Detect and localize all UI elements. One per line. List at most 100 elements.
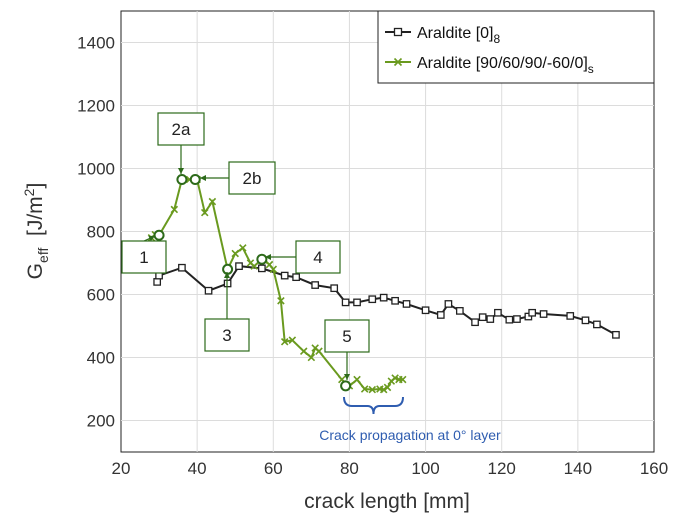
data-point [471, 318, 479, 327]
x-tick-label: 100 [411, 459, 439, 478]
highlight-point [189, 174, 201, 186]
y-tick-label: 1200 [77, 97, 115, 116]
tick-labels: 20 40 60 80 100 120 140 160 200 400 600 800 1000 1200… [77, 34, 668, 479]
label-text: 1 [139, 248, 148, 267]
label-text: 2b [243, 169, 262, 188]
annotations: 1 2a 2b 3 4 5 Crack propagation at 0° layer [121, 112, 501, 443]
y-axis-title-unit: [J/m [24, 196, 47, 236]
data-point [231, 249, 239, 258]
data-point [581, 316, 590, 325]
data-point [393, 57, 403, 67]
y-tick-label: 200 [87, 412, 115, 431]
data-point [505, 315, 514, 324]
x-tick-label: 20 [112, 459, 131, 478]
highlight-point [256, 253, 268, 265]
data-point [478, 313, 487, 322]
legend-label-subscript: 8 [493, 32, 500, 46]
data-point [299, 347, 308, 355]
data-point [170, 205, 179, 214]
highlight-point [222, 263, 234, 275]
data-point [379, 293, 388, 302]
data-point [528, 308, 537, 317]
label-arrowhead [178, 168, 184, 174]
legend-label-name: Araldite [0] [417, 25, 493, 42]
y-tick-label: 600 [87, 286, 115, 305]
data-point [444, 300, 453, 308]
y-axis-title-unit-sup: 2 [21, 188, 37, 196]
brace [343, 396, 404, 415]
label-text: 4 [313, 248, 322, 267]
data-point [421, 306, 430, 315]
legend-label: Araldite [0]8 [417, 25, 500, 46]
label-text: 3 [222, 326, 231, 345]
data-point [204, 286, 213, 295]
data-point [360, 385, 369, 393]
x-tick-label: 80 [340, 459, 359, 478]
data-point [280, 337, 289, 346]
y-axis-title-sub: eff [35, 248, 51, 263]
data-point [178, 263, 186, 272]
data-point [455, 307, 464, 315]
legend-label: Araldite [90/60/90/-60/0]s [417, 55, 594, 76]
data-point [398, 375, 407, 384]
y-tick-label: 800 [87, 223, 115, 242]
label-arrowhead [224, 272, 230, 278]
data-point [311, 281, 320, 289]
data-point [566, 312, 575, 320]
y-axis-title-spacer [24, 236, 47, 248]
label-arrowhead [265, 254, 271, 260]
data-point [277, 297, 285, 305]
data-point [307, 353, 316, 362]
label-box [204, 318, 250, 352]
data-point [208, 197, 217, 206]
label-box [157, 112, 205, 146]
label-text: 5 [342, 327, 351, 346]
highlight-point [176, 174, 188, 186]
legend-box [377, 10, 655, 84]
data-point [383, 383, 392, 392]
data-point [250, 262, 259, 270]
label-box [324, 319, 370, 353]
highlight-point [340, 380, 352, 392]
data-point [288, 336, 297, 344]
data-point [200, 208, 209, 217]
data-point [269, 265, 278, 274]
x-tick-label: 120 [488, 459, 516, 478]
x-axis-title: crack length [mm] [304, 490, 470, 513]
data-point [539, 310, 548, 318]
label-arrowhead [148, 235, 155, 242]
y-tick-label: 1400 [77, 34, 115, 53]
data-point [368, 385, 377, 394]
data-point [239, 244, 247, 252]
label-text: 2a [172, 120, 191, 139]
label-arrowhead [200, 175, 206, 181]
y-tick-label: 400 [87, 349, 115, 368]
x-tick-label: 160 [640, 459, 668, 478]
y-tick-label: 1000 [77, 160, 115, 179]
y-axis-title-main: G [24, 263, 47, 279]
data-point [593, 320, 601, 329]
data-point [513, 315, 521, 323]
data-point [379, 385, 388, 394]
data-point [258, 264, 266, 273]
data-point [494, 308, 502, 317]
data-point [368, 295, 377, 304]
legend-label-name: Araldite [90/60/90/-60/0] [417, 55, 588, 72]
data-point [330, 284, 339, 293]
data-point [315, 347, 323, 355]
label-box [121, 240, 167, 274]
x-tick-label: 40 [188, 459, 207, 478]
data-point [353, 375, 361, 384]
data-point [391, 296, 399, 305]
data-point [153, 278, 162, 286]
crack-propagation-note: Crack propagation at 0° layer [319, 427, 501, 443]
highlight-point [153, 229, 165, 241]
legend: Araldite [0]8 Araldite [90/60/90/-60/0]s [377, 10, 655, 84]
x-tick-label: 140 [564, 459, 592, 478]
y-axis-title: Geff [J/m2] [21, 183, 51, 280]
label-box [228, 161, 276, 195]
data-point [292, 273, 300, 282]
data-point [436, 311, 445, 319]
data-point [280, 271, 289, 280]
